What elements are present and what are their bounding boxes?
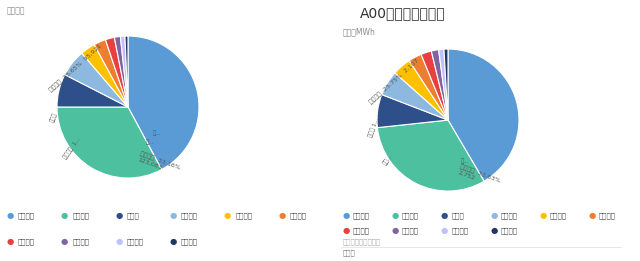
Text: 宁德时代  25.75%  2,107: 宁德时代 25.75% 2,107 bbox=[368, 57, 420, 105]
Text: 孚能科技: 孚能科技 bbox=[402, 228, 419, 234]
Text: ●: ● bbox=[490, 211, 497, 220]
Text: 瑞浦能源: 瑞浦能源 bbox=[290, 212, 307, 219]
Text: ●: ● bbox=[342, 227, 349, 235]
Text: 孚能科技: 孚能科技 bbox=[72, 238, 90, 245]
Wedge shape bbox=[444, 49, 448, 120]
Text: 国轩高科  33.63%
2,752: 国轩高科 33.63% 2,752 bbox=[457, 164, 501, 189]
Text: 鹏辉能源: 鹏辉能源 bbox=[353, 228, 370, 234]
Text: ●: ● bbox=[224, 211, 231, 220]
Wedge shape bbox=[125, 36, 128, 107]
Text: 天津捷威: 天津捷威 bbox=[127, 238, 144, 245]
Wedge shape bbox=[431, 50, 448, 120]
Text: ●: ● bbox=[540, 211, 547, 220]
Text: ●: ● bbox=[441, 211, 448, 220]
Wedge shape bbox=[115, 37, 128, 107]
Wedge shape bbox=[381, 73, 448, 120]
Text: 数据来源：零售数据: 数据来源：零售数据 bbox=[342, 238, 381, 245]
Text: 鹏...: 鹏... bbox=[153, 131, 161, 137]
Text: A00电池装机量分解: A00电池装机量分解 bbox=[360, 7, 446, 21]
Wedge shape bbox=[448, 49, 519, 181]
Text: ●: ● bbox=[115, 211, 122, 220]
Text: 鹏辉能源: 鹏辉能源 bbox=[18, 238, 35, 245]
Text: 国轩高科  33.16%
123,083: 国轩高科 33.16% 123,083 bbox=[137, 151, 181, 176]
Text: ●: ● bbox=[392, 227, 399, 235]
Text: ●: ● bbox=[61, 237, 68, 246]
Wedge shape bbox=[438, 49, 448, 120]
Text: 多氟多: 多氟多 bbox=[451, 212, 464, 219]
Text: ●: ● bbox=[490, 227, 497, 235]
Text: 星恒电源: 星恒电源 bbox=[500, 228, 518, 234]
Wedge shape bbox=[378, 120, 484, 191]
Text: ●: ● bbox=[441, 227, 448, 235]
Wedge shape bbox=[377, 94, 448, 128]
Wedge shape bbox=[57, 107, 162, 178]
Text: 朱玉龙: 朱玉龙 bbox=[342, 250, 355, 257]
Text: 多氟多: 多氟多 bbox=[127, 212, 140, 219]
Text: ●: ● bbox=[170, 211, 177, 220]
Text: 宁德时代  25.65%  95,921: 宁德时代 25.65% 95,921 bbox=[48, 43, 102, 93]
Text: ●: ● bbox=[6, 211, 13, 220]
Text: 宁德时代: 宁德时代 bbox=[402, 212, 419, 219]
Text: ●: ● bbox=[392, 211, 399, 220]
Text: 瑞浦能源: 瑞浦能源 bbox=[599, 212, 616, 219]
Text: 蜂巢能源: 蜂巢能源 bbox=[550, 212, 567, 219]
Wedge shape bbox=[94, 40, 128, 107]
Text: 多氟多 1...: 多氟多 1... bbox=[368, 117, 380, 138]
Text: 国轩高科: 国轩高科 bbox=[18, 212, 35, 219]
Text: 蜂巢能源: 蜂巢能源 bbox=[236, 212, 253, 219]
Wedge shape bbox=[128, 36, 199, 170]
Text: 中创新航  1...: 中创新航 1... bbox=[62, 136, 81, 160]
Text: ●: ● bbox=[6, 237, 13, 246]
Text: 中创新航: 中创新航 bbox=[181, 212, 198, 219]
Text: 中创新航: 中创新航 bbox=[500, 212, 518, 219]
Text: 多氟多: 多氟多 bbox=[50, 112, 58, 123]
Text: 瑞...: 瑞... bbox=[146, 140, 154, 145]
Text: ●: ● bbox=[61, 211, 68, 220]
Wedge shape bbox=[106, 37, 128, 107]
Wedge shape bbox=[421, 51, 448, 120]
Text: ●: ● bbox=[342, 211, 349, 220]
Wedge shape bbox=[409, 54, 448, 120]
Text: ●: ● bbox=[278, 211, 285, 220]
Wedge shape bbox=[120, 36, 128, 107]
Text: ●: ● bbox=[589, 211, 596, 220]
Text: 天津捷威: 天津捷威 bbox=[451, 228, 468, 234]
Text: ●: ● bbox=[115, 237, 122, 246]
Text: 星恒电源: 星恒电源 bbox=[181, 238, 198, 245]
Wedge shape bbox=[395, 61, 448, 120]
Text: 单位：台: 单位：台 bbox=[6, 7, 25, 15]
Text: 国轩高科: 国轩高科 bbox=[353, 212, 370, 219]
Text: 蜂...: 蜂... bbox=[460, 158, 469, 164]
Text: 单位：MWh: 单位：MWh bbox=[342, 27, 375, 36]
Wedge shape bbox=[82, 45, 128, 107]
Text: ●: ● bbox=[170, 237, 177, 246]
Wedge shape bbox=[57, 75, 128, 107]
Wedge shape bbox=[65, 53, 128, 107]
Text: 宁德时代: 宁德时代 bbox=[72, 212, 90, 219]
Text: 中创...: 中创... bbox=[382, 153, 394, 165]
